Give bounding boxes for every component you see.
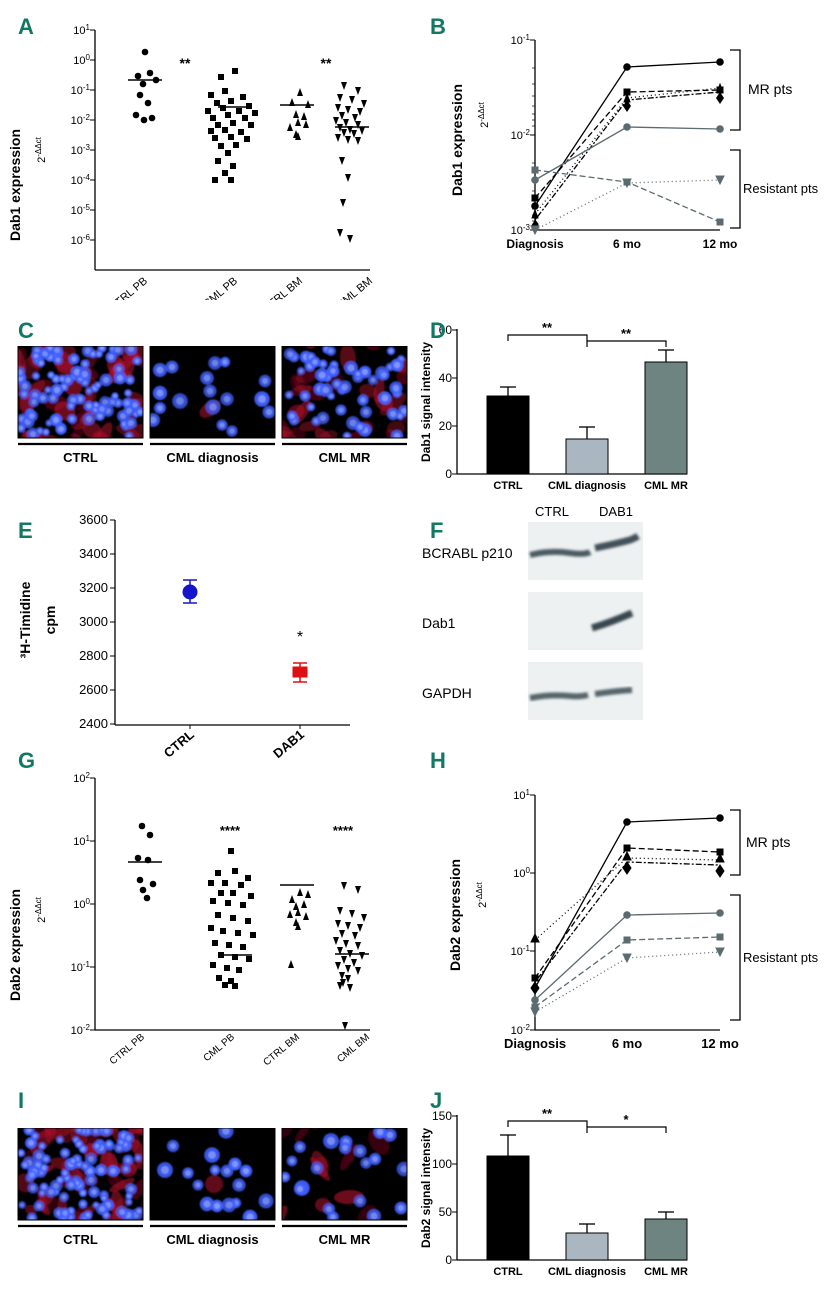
svg-text:*: * <box>623 1112 629 1127</box>
svg-text:CTRL: CTRL <box>493 480 523 492</box>
svg-text:CML BM: CML BM <box>335 1032 372 1065</box>
svg-text:CML diagnosis: CML diagnosis <box>166 1232 258 1247</box>
svg-text:**: ** <box>321 55 332 71</box>
svg-text:2-ΔΔct: 2-ΔΔct <box>34 136 49 162</box>
svg-text:Resistant pts: Resistant pts <box>743 950 819 965</box>
svg-text:10-2: 10-2 <box>71 113 91 128</box>
svg-text:6 mo: 6 mo <box>612 1036 642 1051</box>
svg-text:CML MR: CML MR <box>319 1232 371 1247</box>
svg-text:**: ** <box>180 55 191 71</box>
svg-text:**: ** <box>542 320 553 335</box>
svg-text:CTRL PB: CTRL PB <box>108 1032 147 1068</box>
svg-text:3000: 3000 <box>79 614 108 629</box>
svg-text:3200: 3200 <box>79 580 108 595</box>
svg-text:CTRL BM: CTRL BM <box>261 275 305 300</box>
svg-text:10-4: 10-4 <box>71 173 91 188</box>
svg-text:12 mo: 12 mo <box>703 237 738 251</box>
svg-text:101: 101 <box>513 788 530 803</box>
svg-text:10-1: 10-1 <box>71 960 91 975</box>
svg-text:2-ΔΔct: 2-ΔΔct <box>475 881 490 907</box>
svg-text:MR pts: MR pts <box>748 81 792 97</box>
svg-text:0: 0 <box>445 1253 452 1267</box>
svg-text:CML BM: CML BM <box>335 275 375 300</box>
svg-text:CTRL BM: CTRL BM <box>262 1032 302 1068</box>
svg-text:100: 100 <box>73 53 90 68</box>
svg-text:100: 100 <box>513 866 530 881</box>
svg-text:2-ΔΔct: 2-ΔΔct <box>34 896 49 922</box>
svg-text:DAB1: DAB1 <box>270 727 307 760</box>
svg-text:10-2: 10-2 <box>511 1023 531 1038</box>
svg-text:GAPDH: GAPDH <box>422 685 472 701</box>
svg-text:2400: 2400 <box>79 716 108 731</box>
svg-text:102: 102 <box>73 771 90 786</box>
svg-text:MR pts: MR pts <box>746 834 790 850</box>
svg-text:10-3: 10-3 <box>71 143 91 158</box>
svg-text:CML MR: CML MR <box>644 480 688 492</box>
svg-text:100: 100 <box>432 1157 452 1171</box>
svg-text:10-6: 10-6 <box>71 233 91 248</box>
svg-text:*: * <box>297 629 303 646</box>
svg-text:2600: 2600 <box>79 682 108 697</box>
svg-text:Dab2 signal intensity: Dab2 signal intensity <box>420 1128 433 1248</box>
svg-text:****: **** <box>333 823 354 838</box>
svg-text:20: 20 <box>439 419 453 433</box>
svg-text:BCRABL p210: BCRABL p210 <box>422 545 513 561</box>
svg-text:10-1: 10-1 <box>511 944 531 959</box>
svg-text:10-2: 10-2 <box>71 1023 91 1038</box>
svg-text:Dab2 expression: Dab2 expression <box>447 859 463 971</box>
svg-text:Dab2 expression: Dab2 expression <box>7 889 23 1001</box>
svg-text:CML PB: CML PB <box>202 1032 238 1064</box>
svg-text:**: ** <box>542 1106 553 1121</box>
svg-text:cpm: cpm <box>42 606 58 635</box>
svg-text:Diagnosis: Diagnosis <box>504 1036 566 1051</box>
svg-text:100: 100 <box>73 897 90 912</box>
svg-text:3400: 3400 <box>79 546 108 561</box>
svg-text:³H-Timidine: ³H-Timidine <box>17 581 33 658</box>
svg-text:CTRL: CTRL <box>493 1266 523 1278</box>
svg-text:3600: 3600 <box>79 512 108 527</box>
svg-text:CML PB: CML PB <box>201 275 240 300</box>
svg-text:10-3: 10-3 <box>511 223 531 238</box>
svg-text:101: 101 <box>73 834 90 849</box>
svg-text:40: 40 <box>439 371 453 385</box>
svg-text:Resistant pts: Resistant pts <box>743 181 819 196</box>
svg-text:CTRL: CTRL <box>63 450 98 465</box>
svg-text:10-2: 10-2 <box>511 128 531 143</box>
svg-text:CML diagnosis: CML diagnosis <box>166 450 258 465</box>
svg-text:10-1: 10-1 <box>511 33 531 48</box>
svg-text:CML MR: CML MR <box>319 450 371 465</box>
svg-text:10-1: 10-1 <box>71 83 91 98</box>
svg-text:Dab1: Dab1 <box>422 615 456 631</box>
svg-text:CML diagnosis: CML diagnosis <box>548 480 626 492</box>
svg-text:CML diagnosis: CML diagnosis <box>548 1266 626 1278</box>
svg-text:CTRL PB: CTRL PB <box>107 275 150 300</box>
svg-text:Dab1 signal intensity: Dab1 signal intensity <box>420 342 433 462</box>
svg-text:CTRL: CTRL <box>63 1232 98 1247</box>
svg-text:101: 101 <box>73 23 90 38</box>
svg-text:6 mo: 6 mo <box>613 237 641 251</box>
svg-text:12 mo: 12 mo <box>701 1036 739 1051</box>
svg-text:Dab1 expression: Dab1 expression <box>449 84 465 196</box>
svg-text:****: **** <box>220 823 241 838</box>
svg-text:10-5: 10-5 <box>71 203 91 218</box>
svg-text:Dab1 expression: Dab1 expression <box>7 129 23 241</box>
svg-text:CML MR: CML MR <box>644 1266 688 1278</box>
svg-text:2800: 2800 <box>79 648 108 663</box>
svg-text:0: 0 <box>445 467 452 481</box>
svg-text:2-ΔΔct: 2-ΔΔct <box>477 101 492 127</box>
svg-text:Diagnosis: Diagnosis <box>506 237 564 251</box>
svg-text:CTRL: CTRL <box>161 727 197 760</box>
svg-text:**: ** <box>621 326 632 341</box>
svg-text:50: 50 <box>439 1205 453 1219</box>
